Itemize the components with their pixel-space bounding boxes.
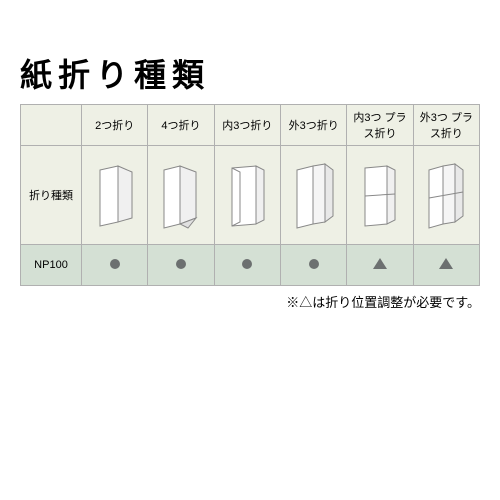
mark-cell [82, 245, 148, 286]
fold-diagram-in3 [214, 146, 280, 245]
col-header: 外3つ プラス折り [413, 105, 479, 146]
fold-diagram-quarter [148, 146, 214, 245]
header-blank [21, 105, 82, 146]
triangle-icon [439, 258, 453, 269]
mark-cell [347, 245, 413, 286]
fold-diagram-out3 [280, 146, 346, 245]
fold-diagram-out3plus [413, 146, 479, 245]
circle-icon [176, 259, 186, 269]
diagram-row: 折り種類 [21, 146, 480, 245]
circle-icon [110, 259, 120, 269]
mark-cell [280, 245, 346, 286]
row-label: 折り種類 [21, 146, 82, 245]
col-header: 2つ折り [82, 105, 148, 146]
model-row: NP100 [21, 245, 480, 286]
mark-cell [214, 245, 280, 286]
mark-cell [413, 245, 479, 286]
model-label: NP100 [21, 245, 82, 286]
circle-icon [242, 259, 252, 269]
circle-icon [309, 259, 319, 269]
col-header: 外3つ折り [280, 105, 346, 146]
mark-cell [148, 245, 214, 286]
col-header: 4つ折り [148, 105, 214, 146]
fold-diagram-in3plus [347, 146, 413, 245]
fold-table: 2つ折り 4つ折り 内3つ折り 外3つ折り 内3つ プラス折り 外3つ プラス折… [20, 104, 480, 286]
header-row: 2つ折り 4つ折り 内3つ折り 外3つ折り 内3つ プラス折り 外3つ プラス折… [21, 105, 480, 146]
col-header: 内3つ プラス折り [347, 105, 413, 146]
page-title: 紙折り種類 [20, 50, 480, 96]
triangle-icon [373, 258, 387, 269]
fold-diagram-half [82, 146, 148, 245]
footnote: ※△は折り位置調整が必要です。 [20, 292, 480, 311]
col-header: 内3つ折り [214, 105, 280, 146]
